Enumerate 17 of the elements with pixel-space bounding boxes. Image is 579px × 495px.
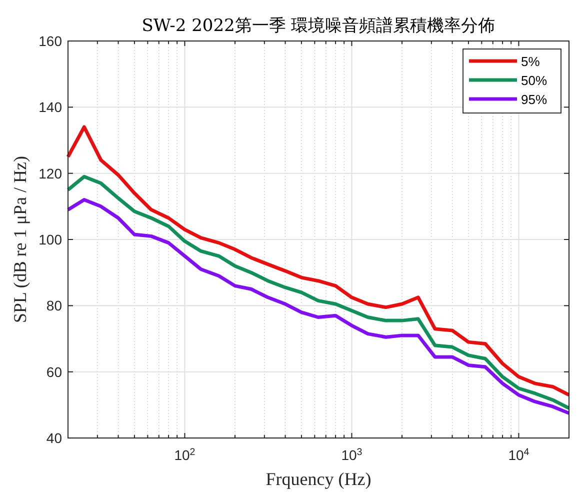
y-tick-label: 40: [46, 430, 62, 446]
x-tick-label: 10$^{2}$: [174, 446, 196, 463]
line-series: [66, 125, 571, 397]
x-axis-title: Frquency (Hz): [266, 469, 372, 489]
x-tick-label: 10$^{3}$: [341, 446, 363, 463]
y-tick-label: 100: [38, 232, 62, 248]
y-tick-label: 60: [46, 364, 62, 380]
y-tick-label: 140: [38, 99, 62, 116]
y-axis-title: SPL (dB re 1 μPa / Hz): [10, 156, 30, 323]
y-tick-label: 160: [38, 33, 62, 49]
legend-label: 5%: [521, 54, 540, 69]
chart-title: SW-2 2022第一季 環境噪音頻譜累積機率分佈: [142, 16, 496, 36]
y-tick-label: 80: [46, 298, 62, 314]
x-tick-label: 10$^{4}$: [508, 446, 530, 463]
legend-label: 50%: [521, 73, 548, 88]
legend-label: 95%: [521, 92, 548, 107]
y-tick-label: 120: [38, 165, 62, 182]
